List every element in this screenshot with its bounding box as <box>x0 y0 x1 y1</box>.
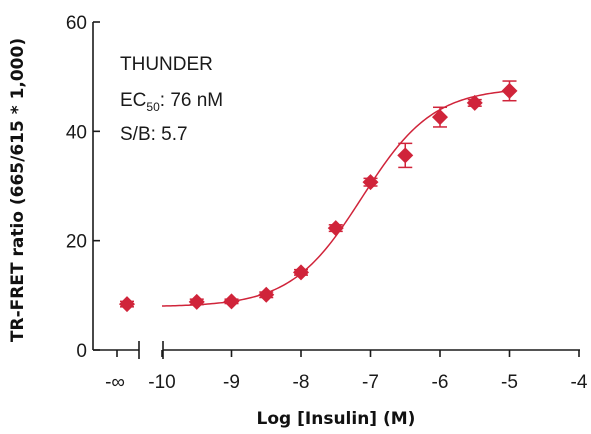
data-point-baseline <box>119 296 135 313</box>
data-point <box>223 293 240 310</box>
fit-curve <box>161 90 510 307</box>
annotation-ec50-prefix: EC <box>120 90 146 111</box>
x-tick-label: -8 <box>293 372 310 393</box>
annotation-ec50-value: : 76 nM <box>160 90 223 111</box>
x-tick-label: -6 <box>432 372 449 393</box>
data-point <box>501 80 518 102</box>
data-point <box>362 174 379 191</box>
annotation-ec50-subscript: 50 <box>146 100 160 114</box>
x-tick-label: -9 <box>223 372 240 393</box>
x-tick-label: -4 <box>571 372 588 393</box>
data-point-marker <box>188 293 205 310</box>
y-tick-label: 40 <box>66 122 87 143</box>
axes: 0 20 40 60 -∞ -10 -9 -8 -7 -6 -5 -4 <box>66 13 588 393</box>
data-point-marker <box>293 264 309 281</box>
annotation-signal-background: S/B: 5.7 <box>120 124 188 145</box>
annotation-block: THUNDER EC50: 76 nM S/B: 5.7 <box>120 54 223 145</box>
data-point-marker <box>397 147 414 164</box>
data-point <box>432 106 448 128</box>
annotation-assay-name: THUNDER <box>120 54 213 75</box>
data-point-marker <box>327 220 344 237</box>
data-points-layer <box>119 80 518 313</box>
annotation-ec50: EC50: 76 nM <box>120 90 223 114</box>
data-point <box>466 94 483 111</box>
y-axis-title: TR-FRET ratio (665/615 * 1,000) <box>8 38 28 342</box>
fit-curve-layer <box>161 90 510 307</box>
x-axis-title: Log [Insulin] (M) <box>257 409 416 429</box>
data-point <box>327 220 344 237</box>
data-point-marker <box>223 293 240 310</box>
data-point-marker <box>119 296 135 313</box>
data-point-marker <box>501 82 518 99</box>
x-tick-label-baseline: -∞ <box>105 372 125 393</box>
y-tick-label: 60 <box>66 13 87 34</box>
data-point <box>293 264 309 281</box>
data-point <box>188 293 205 310</box>
data-point-marker <box>432 109 448 126</box>
data-point-marker <box>362 174 379 191</box>
data-point-marker <box>466 94 483 111</box>
data-point <box>397 142 414 169</box>
y-tick-label: 0 <box>76 341 87 362</box>
x-tick-label: -7 <box>362 372 379 393</box>
y-tick-label: 20 <box>66 232 87 253</box>
data-point-marker <box>258 286 275 303</box>
x-tick-label: -5 <box>501 372 518 393</box>
data-point <box>258 286 275 303</box>
x-tick-label: -10 <box>148 372 175 393</box>
